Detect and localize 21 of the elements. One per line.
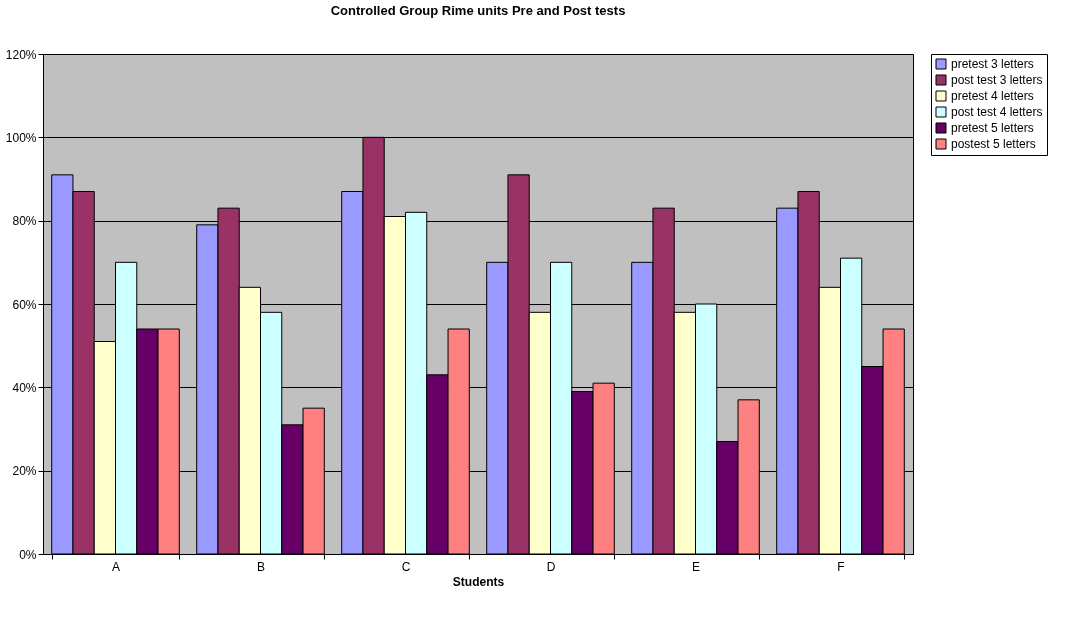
x-tick-label: F <box>837 559 845 574</box>
y-tick-label: 60% <box>12 297 37 312</box>
x-tick-label: D <box>546 559 556 574</box>
y-tick-label: 20% <box>12 464 37 479</box>
legend-label: postest 5 letters <box>951 137 1036 151</box>
y-tick-label: 40% <box>12 380 37 395</box>
legend-label: pretest 3 letters <box>951 57 1034 71</box>
y-tick-label: 100% <box>5 130 37 145</box>
x-tick-label: B <box>256 559 266 574</box>
x-tick-label: C <box>401 559 411 574</box>
legend-label: post test 3 letters <box>951 73 1043 87</box>
legend-label: post test 4 letters <box>951 105 1043 119</box>
legend-label: pretest 5 letters <box>951 121 1034 135</box>
y-tick-label: 80% <box>12 214 37 229</box>
x-axis-title: Students <box>452 574 505 589</box>
x-tick-label: E <box>691 559 701 574</box>
x-tick-label: A <box>111 559 121 574</box>
chart-title: Controlled Group Rime units Pre and Post tests <box>330 3 626 18</box>
y-tick-label: 120% <box>5 47 37 62</box>
y-tick-label: 0% <box>19 547 37 562</box>
legend-label: pretest 4 letters <box>951 89 1034 103</box>
